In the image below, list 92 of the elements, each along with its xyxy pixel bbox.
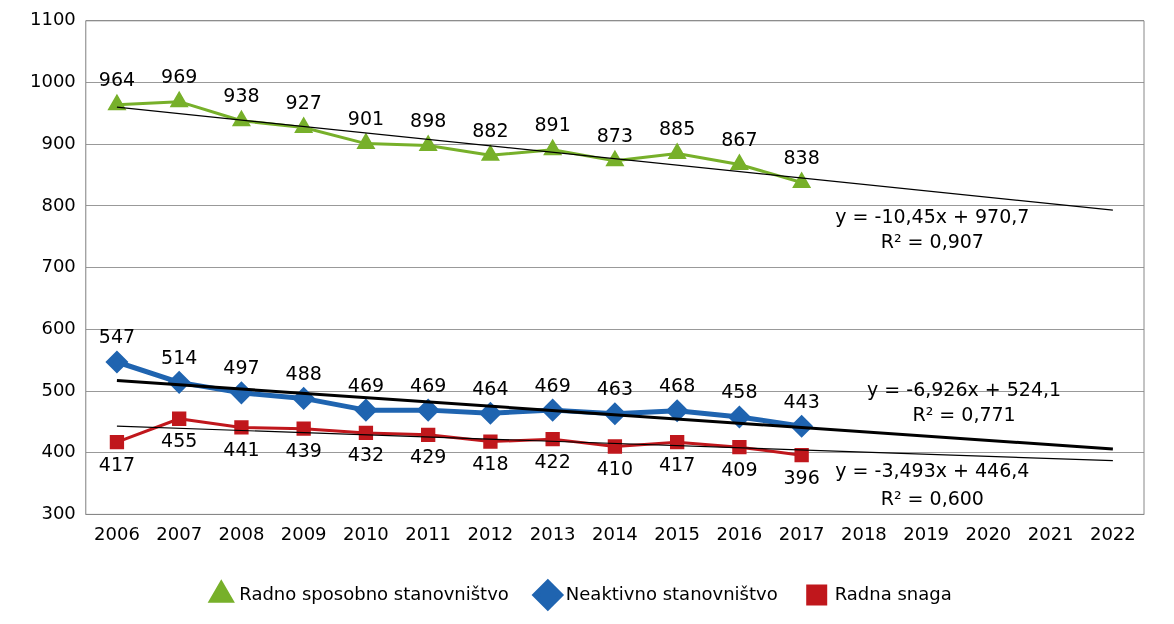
data-label: 838 [783, 145, 820, 168]
y-tick-label: 500 [41, 378, 76, 400]
x-tick-label: 2019 [903, 522, 950, 544]
data-label: 455 [161, 429, 198, 452]
data-label: 891 [534, 113, 571, 136]
point [108, 95, 126, 111]
x-tick-label: 2010 [343, 522, 389, 544]
data-label: 885 [659, 116, 696, 139]
data-label: 873 [596, 124, 634, 147]
data-label: 418 [472, 452, 509, 475]
point [669, 435, 685, 450]
y-tick-label: 600 [41, 316, 76, 338]
x-tick-label: 2012 [467, 522, 514, 544]
data-label: 488 [285, 361, 322, 384]
x-tick-label: 2022 [1089, 522, 1136, 544]
point [172, 411, 187, 426]
point [728, 406, 750, 428]
legend-label: Neaktivno stanovništvo [565, 582, 778, 604]
annotation: R² = 0,907 [880, 229, 984, 252]
data-label: 422 [534, 449, 571, 472]
data-label: 468 [659, 374, 696, 397]
y-tick-label: 1000 [30, 70, 76, 92]
legend-label: Radna snaga [834, 582, 952, 604]
data-label: 441 [223, 437, 260, 460]
x-tick-label: 2014 [592, 522, 638, 544]
data-label: 463 [596, 377, 634, 400]
data-label: 497 [223, 356, 260, 379]
annotation: R² = 0,600 [880, 486, 984, 509]
point [419, 135, 437, 151]
y-tick-label: 400 [41, 440, 76, 462]
legend-label: Radno sposobno stanovništvo [239, 582, 509, 604]
data-label: 410 [596, 456, 634, 479]
point [109, 435, 125, 450]
annotation: R² = 0,771 [912, 402, 1016, 425]
data-label: 409 [721, 457, 758, 480]
data-label: 964 [98, 68, 136, 91]
x-tick-label: 2011 [405, 522, 452, 544]
data-label: 938 [223, 84, 260, 107]
point [793, 172, 811, 188]
x-tick-label: 2013 [529, 522, 576, 544]
point [479, 402, 501, 424]
point [417, 399, 439, 421]
point [357, 134, 375, 150]
data-label: 458 [721, 380, 758, 403]
point [481, 145, 499, 161]
data-label: 417 [659, 452, 696, 475]
x-tick-label: 2021 [1027, 522, 1074, 544]
annotation: y = -10,45x + 970,7 [835, 205, 1030, 228]
point [666, 400, 688, 422]
data-label: 469 [347, 373, 385, 396]
data-label: 469 [410, 373, 447, 396]
data-label: 898 [410, 108, 447, 131]
data-label: 901 [347, 107, 385, 130]
x-tick-label: 2009 [280, 522, 327, 544]
y-tick-label: 300 [41, 502, 76, 524]
point [607, 439, 623, 454]
x-tick-label: 2017 [778, 522, 825, 544]
x-tick-label: 2016 [716, 522, 763, 544]
data-label: 443 [783, 389, 820, 412]
data-label: 867 [721, 128, 758, 150]
data-label: 969 [161, 65, 198, 88]
data-label: 396 [783, 465, 820, 488]
point [170, 92, 188, 108]
y-tick-label: 1100 [30, 8, 76, 30]
point [106, 351, 128, 373]
annotation: y = -3,493x + 446,4 [835, 459, 1030, 482]
data-label: 514 [161, 345, 198, 368]
data-label: 432 [347, 443, 385, 466]
point [296, 421, 311, 436]
x-tick-label: 2008 [218, 522, 265, 544]
point [355, 399, 377, 421]
x-tick-label: 2018 [840, 522, 887, 544]
x-tick-label: 2015 [654, 522, 701, 544]
data-label: 439 [285, 439, 322, 462]
point [730, 155, 748, 171]
x-tick-label: 2020 [965, 522, 1012, 544]
data-label: 927 [285, 90, 322, 113]
point [668, 143, 686, 159]
x-tick-label: 2007 [156, 522, 203, 544]
point [545, 431, 560, 447]
data-label: 469 [534, 373, 571, 396]
data-label: 464 [472, 376, 509, 399]
data-label: 429 [410, 445, 447, 468]
data-label: 547 [98, 325, 136, 348]
data-label: 417 [98, 452, 136, 475]
point [234, 420, 249, 435]
y-tick-label: 800 [41, 193, 76, 215]
data-label: 882 [472, 118, 509, 141]
y-tick-label: 900 [41, 131, 76, 153]
y-tick-label: 700 [41, 255, 76, 277]
annotation: y = -6,926x + 524,1 [867, 377, 1062, 400]
x-tick-label: 2006 [94, 522, 140, 544]
